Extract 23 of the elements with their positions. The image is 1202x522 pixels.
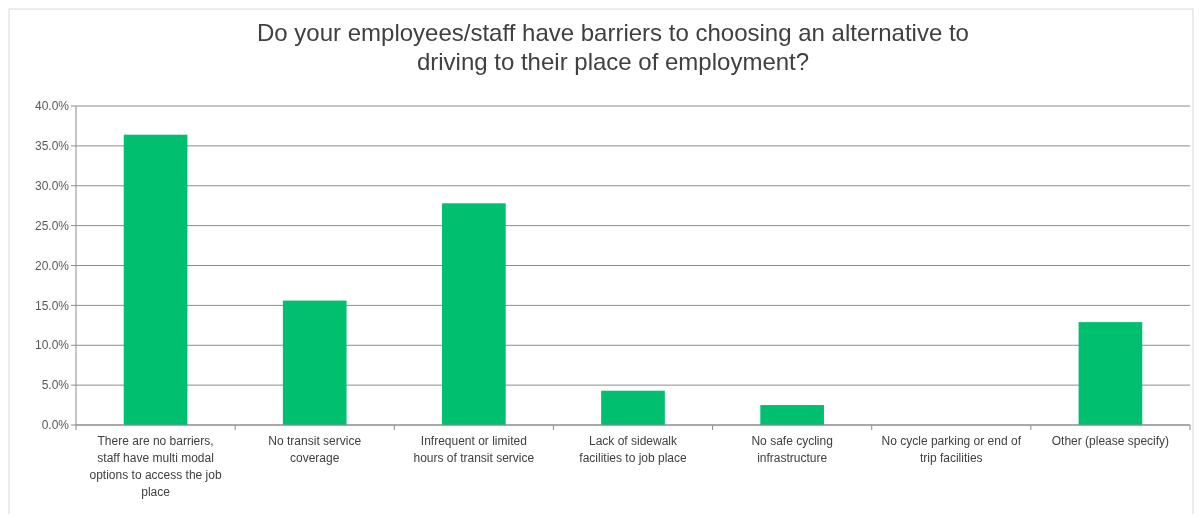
bar bbox=[442, 203, 506, 425]
chart-title: Do your employees/staff have barriers to choosing an alternative to driving to their place of employment? bbox=[257, 19, 969, 75]
y-tick-label: 10.0% bbox=[34, 338, 70, 353]
x-tick-label: No cycle parking or end of trip facilities bbox=[881, 434, 1022, 465]
bar bbox=[601, 390, 665, 425]
x-tick-label: No transit service coverage bbox=[268, 434, 362, 465]
y-tick-label: 20.0% bbox=[34, 258, 70, 273]
y-tick-label: 5.0% bbox=[41, 378, 70, 393]
bar bbox=[760, 405, 824, 425]
y-tick-label: 15.0% bbox=[34, 298, 70, 313]
bar bbox=[282, 300, 347, 425]
x-tick-label: Lack of sidewalk facilities to job place bbox=[579, 434, 688, 465]
x-tick-label: Other (please specify) bbox=[1051, 434, 1170, 448]
y-tick-label: 0.0% bbox=[41, 418, 70, 433]
x-tick-label: There are no barriers, staff have multi modal options to access the job place bbox=[89, 434, 222, 499]
y-tick-label: 25.0% bbox=[34, 218, 70, 233]
y-tick-label: 35.0% bbox=[34, 139, 70, 154]
y-tick-label: 30.0% bbox=[34, 178, 70, 193]
bar bbox=[123, 134, 188, 425]
x-tick-label: Infrequent or limited hours of transit service bbox=[413, 434, 535, 465]
bar bbox=[1078, 322, 1143, 425]
x-tick-label: No safe cycling infrastructure bbox=[751, 434, 833, 465]
y-tick-label: 40.0% bbox=[34, 99, 70, 114]
